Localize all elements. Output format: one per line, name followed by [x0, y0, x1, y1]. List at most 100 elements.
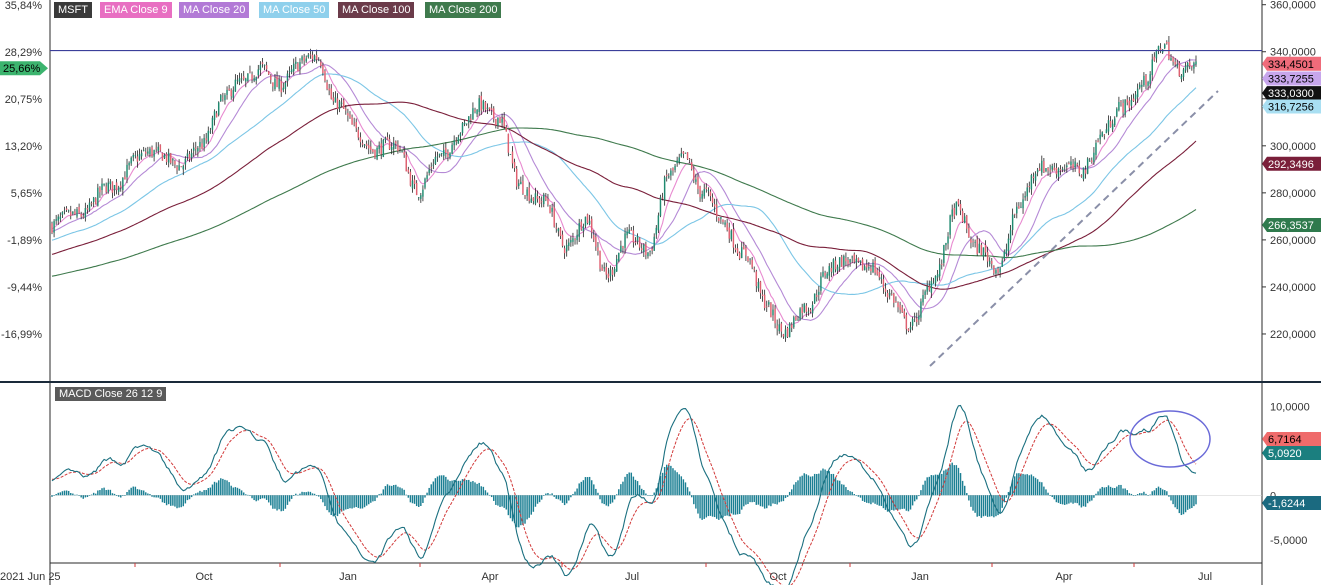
macd-hist-bar [984, 495, 987, 516]
macd-hist-bar [338, 495, 341, 514]
candle-body [418, 197, 420, 199]
macd-hist-bar [909, 495, 912, 510]
macd-hist-bar [682, 479, 685, 496]
macd-hist-bar [966, 493, 968, 496]
candle-body [470, 118, 472, 121]
macd-hist-bar [274, 495, 276, 509]
macd-hist-bar [907, 495, 910, 512]
macd-signal-line [51, 417, 1197, 585]
macd-hist-bar [922, 484, 924, 496]
candle-body [149, 148, 151, 155]
macd-hist-bar [1070, 495, 1072, 503]
candle-body [465, 123, 468, 125]
candle-body [966, 215, 968, 229]
line-ma-close-200 [51, 127, 1197, 277]
candle-body [905, 314, 908, 330]
candle-body [643, 244, 645, 253]
macd-hist-bar [157, 495, 160, 498]
macd-hist-bar [130, 487, 132, 496]
macd-hist-bar [313, 493, 316, 496]
macd-hist-bar [599, 495, 601, 500]
macd-hist-bar [463, 478, 466, 496]
candle-body [561, 234, 564, 246]
macd-hist-bar [786, 495, 789, 497]
macd-hist-bar [766, 495, 768, 509]
percent-axis-label: 35,84% [5, 0, 43, 12]
macd-hist-bar [482, 486, 485, 496]
candle-body [238, 78, 241, 83]
candle-body [793, 317, 795, 328]
candle-body [211, 117, 214, 130]
candle-body [478, 98, 480, 112]
candle-body [863, 266, 866, 271]
candle-body [943, 245, 945, 263]
candle-body [401, 151, 403, 152]
macd-hist-bar [640, 488, 643, 496]
candle-body [382, 139, 385, 157]
candle-body [878, 271, 880, 278]
candle-body [155, 147, 157, 149]
candle-body [818, 291, 820, 295]
macd-hist-bar [811, 476, 814, 496]
candle-body [770, 302, 772, 318]
macd-hist-bar [265, 495, 268, 500]
macd-hist-bar [836, 480, 839, 496]
candle-body [811, 304, 814, 314]
macd-hist-bar [278, 495, 280, 510]
candle-body [209, 131, 212, 133]
macd-hist-bar [240, 490, 243, 496]
macd-hist-bar [1161, 489, 1164, 496]
macd-hist-bar [90, 494, 93, 496]
macd-hist-bar [743, 495, 745, 507]
macd-hist-bar [134, 486, 137, 496]
candle-body [345, 108, 347, 111]
candle-body [1143, 75, 1145, 86]
candle-body [657, 215, 660, 231]
macd-hist-bar [209, 487, 212, 496]
macd-hist-bar [951, 462, 953, 496]
price-axis-label: 340,0000 [1270, 47, 1316, 59]
macd-hist-bar [572, 493, 574, 496]
candle-body [1036, 169, 1039, 173]
candle-body [659, 197, 662, 216]
macd-hist-bar [505, 495, 507, 510]
legend-ma200: MA Close 200 [425, 2, 502, 18]
candle-body [626, 231, 628, 236]
candle-body [245, 78, 247, 82]
candle-body [1047, 168, 1049, 171]
candle-body [1105, 129, 1108, 134]
candle-body [665, 174, 668, 177]
candle-body [236, 79, 239, 81]
macd-hist-bar [999, 495, 1001, 513]
candle-body [453, 140, 455, 146]
candle-body [395, 141, 397, 144]
macd-hist-bar [576, 488, 578, 496]
macd-hist-bar [120, 495, 122, 498]
candle-body [340, 102, 343, 104]
macd-hist-bar [620, 484, 622, 496]
macd-hist-bar [211, 484, 214, 496]
candle-body [182, 166, 185, 170]
candle-body [265, 65, 268, 70]
macd-hist-bar [957, 467, 960, 496]
support-trendline [929, 90, 1219, 367]
macd-hist-bar [574, 491, 576, 496]
candle-body [1126, 99, 1128, 103]
macd-hist-bar [126, 491, 128, 496]
candle-body [1111, 123, 1114, 130]
macd-hist-bar [232, 487, 235, 496]
macd-hist-bar [1107, 485, 1110, 496]
candle-body [991, 260, 993, 264]
candle-body [551, 207, 553, 212]
macd-hist-bar [443, 475, 445, 496]
macd-hist-bar [220, 478, 222, 496]
macd-hist-bar [974, 495, 976, 513]
candle-body [407, 169, 410, 173]
candle-body [1170, 58, 1172, 61]
macd-hist-bar [138, 489, 141, 496]
macd-hist-bar [201, 491, 203, 496]
line-ma-close-100 [51, 101, 1197, 290]
candle-body [574, 238, 576, 240]
macd-hist-bar [415, 495, 418, 507]
macd-hist-bar [217, 480, 220, 496]
